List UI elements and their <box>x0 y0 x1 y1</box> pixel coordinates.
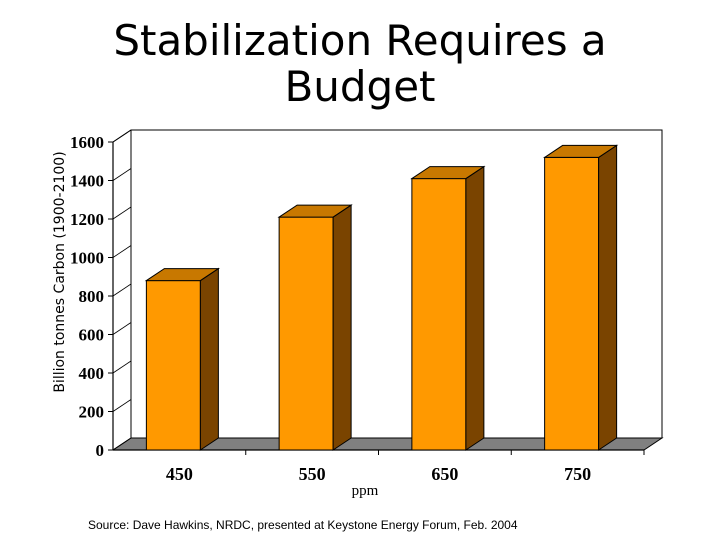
bars <box>144 144 619 451</box>
x-tick-label: 650 <box>431 464 458 484</box>
bar-450 <box>144 267 221 451</box>
source-note: Source: Dave Hawkins, NRDC, presented at… <box>88 518 518 532</box>
x-tick-label: 550 <box>299 464 326 484</box>
y-tick-depth <box>112 206 132 220</box>
bar-side <box>332 204 352 451</box>
y-tick-label: 800 <box>79 287 105 306</box>
y-tick-label: 1000 <box>70 249 104 268</box>
slide-title: Stabilization Requires a Budget <box>113 16 607 111</box>
y-tick-depth <box>112 168 132 181</box>
x-tick-label: 450 <box>166 464 193 484</box>
y-tick-depth <box>112 437 132 451</box>
bar-front <box>145 280 201 451</box>
y-tick-label: 200 <box>79 403 105 422</box>
bar-top <box>144 268 221 282</box>
bar-front <box>411 178 467 451</box>
y-tick-label: 1400 <box>70 172 104 191</box>
y-tick-depth <box>112 399 132 412</box>
y-tick-label: 1200 <box>70 210 104 229</box>
bar-front <box>278 216 334 451</box>
y-tick-depth <box>112 245 132 258</box>
y-tick-labels: 0 200 400 600 800 1000 1200 1400 1600 <box>70 133 104 460</box>
y-tick-depth <box>112 360 132 374</box>
x-tick-labels: 450 550 650 750 <box>166 464 591 484</box>
y-tick-depth <box>112 322 132 335</box>
bar-side <box>465 165 485 451</box>
bar-550 <box>277 204 353 451</box>
y-tick-depth <box>112 129 132 143</box>
bar-side <box>598 144 618 451</box>
y-tick-label: 1600 <box>70 133 104 152</box>
y-tick-label: 400 <box>79 364 105 383</box>
bar-side <box>199 267 219 451</box>
bar-750 <box>542 144 619 451</box>
bar-top <box>277 204 353 218</box>
y-tick-label: 600 <box>79 326 105 345</box>
y-tick-depth <box>112 283 132 297</box>
bar-front <box>544 156 600 451</box>
bar-top <box>542 144 619 158</box>
bar-650 <box>410 165 486 451</box>
x-axis-label: ppm <box>352 483 379 499</box>
y-tick-label: 0 <box>96 441 105 460</box>
bar-top <box>410 166 486 180</box>
x-tick-label: 750 <box>564 464 591 484</box>
